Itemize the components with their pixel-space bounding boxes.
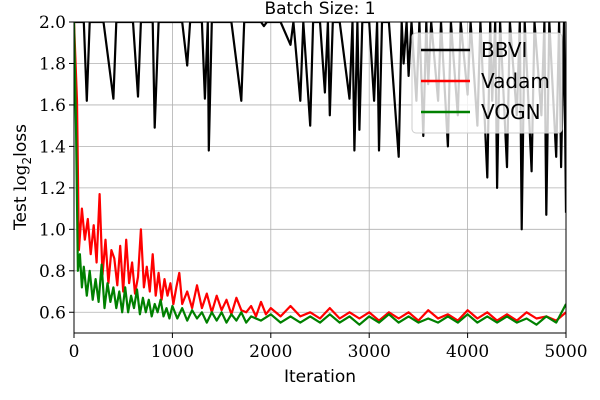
y-tick-label: 1.0 xyxy=(39,220,66,240)
x-tick-label: 5000 xyxy=(544,342,587,362)
x-tick-label: 4000 xyxy=(446,342,489,362)
y-tick-label: 0.8 xyxy=(39,262,66,282)
x-tick-label: 1000 xyxy=(151,342,194,362)
y-tick-label: 1.4 xyxy=(39,137,66,157)
legend-label-vadam: Vadam xyxy=(481,69,550,93)
y-axis-title-log: log xyxy=(11,164,31,191)
plot-frame xyxy=(73,21,567,334)
y-axis-title-main: Test xyxy=(11,191,31,231)
y-tick-label: 1.2 xyxy=(39,179,66,199)
y-tick-label: 1.6 xyxy=(39,96,66,116)
legend-box xyxy=(411,32,563,134)
x-tick-label: 3000 xyxy=(348,342,391,362)
y-tick-label: 2.0 xyxy=(39,13,66,33)
legend: BBVI Vadam VOGN xyxy=(411,32,563,134)
y-tick-label: 1.8 xyxy=(39,54,66,74)
x-tick-label: 2000 xyxy=(249,342,292,362)
x-tick-label: 0 xyxy=(69,342,80,362)
series-line-vadam xyxy=(74,22,566,322)
y-axis-title-sub: 2 xyxy=(20,157,34,165)
y-axis-title-tail: loss xyxy=(11,124,31,157)
chart-title: Batch Size: 1 xyxy=(264,0,375,19)
legend-label-bbvi: BBVI xyxy=(481,38,527,62)
x-axis-title: Iteration xyxy=(284,367,356,387)
ticks: 0 1000 2000 3000 4000 5000 0.6 0.8 1.0 1.2 1.4 1.6 1… xyxy=(39,13,588,362)
legend-label-vogn: VOGN xyxy=(481,100,541,124)
y-axis-title: Test log2loss xyxy=(11,124,34,231)
series-line-vogn xyxy=(74,22,566,326)
plot-area: 0 1000 2000 3000 4000 5000 0.6 0.8 1.0 1.2 1.4 1.6 1… xyxy=(39,13,588,362)
y-tick-label: 0.6 xyxy=(39,303,66,323)
